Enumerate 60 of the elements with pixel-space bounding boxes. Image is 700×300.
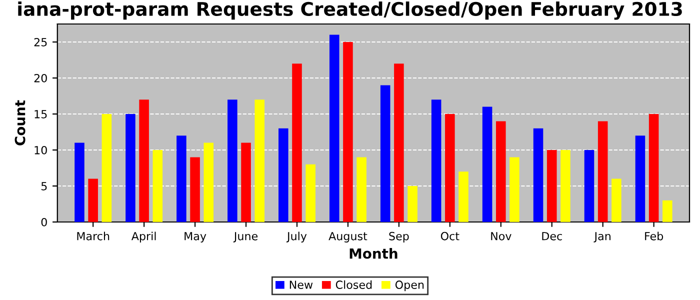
y-tick-label: 5 [41, 182, 47, 190]
legend-label: Open [395, 280, 424, 292]
x-tick-label: August [328, 232, 368, 242]
bar [254, 100, 264, 222]
x-tick-label: March [77, 232, 110, 240]
bar [431, 100, 442, 222]
bar [546, 150, 557, 222]
bar [139, 100, 149, 222]
y-tick-label: 0 [41, 218, 47, 226]
bar [152, 150, 163, 222]
bar [445, 114, 455, 222]
bar [533, 128, 544, 222]
bar [394, 64, 404, 222]
bar [343, 42, 353, 222]
bar [306, 164, 316, 222]
bar [190, 157, 200, 222]
y-tick-label: 20 [34, 74, 47, 82]
legend-label: Closed [336, 280, 372, 289]
y-tick-label: 25 [34, 38, 47, 46]
bar [662, 200, 672, 222]
bar [228, 100, 238, 222]
bar [496, 121, 506, 222]
bar [458, 172, 468, 222]
bar [292, 64, 302, 222]
bar [635, 136, 646, 222]
bar [88, 178, 98, 222]
x-tick-label: July [286, 232, 307, 242]
x-tick-label: Oct [440, 232, 460, 240]
bar [510, 157, 520, 222]
x-tick-label: Jan [594, 232, 610, 242]
chart-title: iana-prot-param Requests Created/Closed/Open February 2013 [18, 2, 682, 20]
bar [482, 106, 492, 222]
y-axis-title: Count [14, 100, 26, 146]
bar [356, 157, 366, 222]
x-tick-label: May [184, 232, 206, 242]
bar [278, 128, 288, 222]
bar [329, 34, 340, 222]
legend-label: New [290, 280, 313, 289]
bar [598, 121, 608, 222]
y-tick-label: 10 [34, 146, 47, 154]
bar [380, 85, 390, 222]
bar [648, 114, 659, 222]
bar [204, 142, 214, 222]
x-tick-label: June [233, 232, 258, 242]
x-tick-label: Sep [389, 232, 409, 242]
y-tick-label: 15 [34, 110, 47, 118]
x-tick-label: Nov [491, 232, 512, 240]
bar [560, 150, 570, 222]
bar [126, 114, 136, 222]
x-axis-title: Month [350, 248, 398, 259]
bar [408, 186, 418, 222]
bar [241, 142, 251, 222]
bar [584, 150, 594, 222]
bar [176, 136, 186, 222]
x-tick-label: Dec [542, 232, 562, 240]
bar [102, 114, 112, 222]
x-tick-label: April [131, 232, 156, 242]
bar [74, 142, 84, 222]
bar [612, 178, 622, 222]
x-tick-label: Feb [645, 232, 664, 240]
